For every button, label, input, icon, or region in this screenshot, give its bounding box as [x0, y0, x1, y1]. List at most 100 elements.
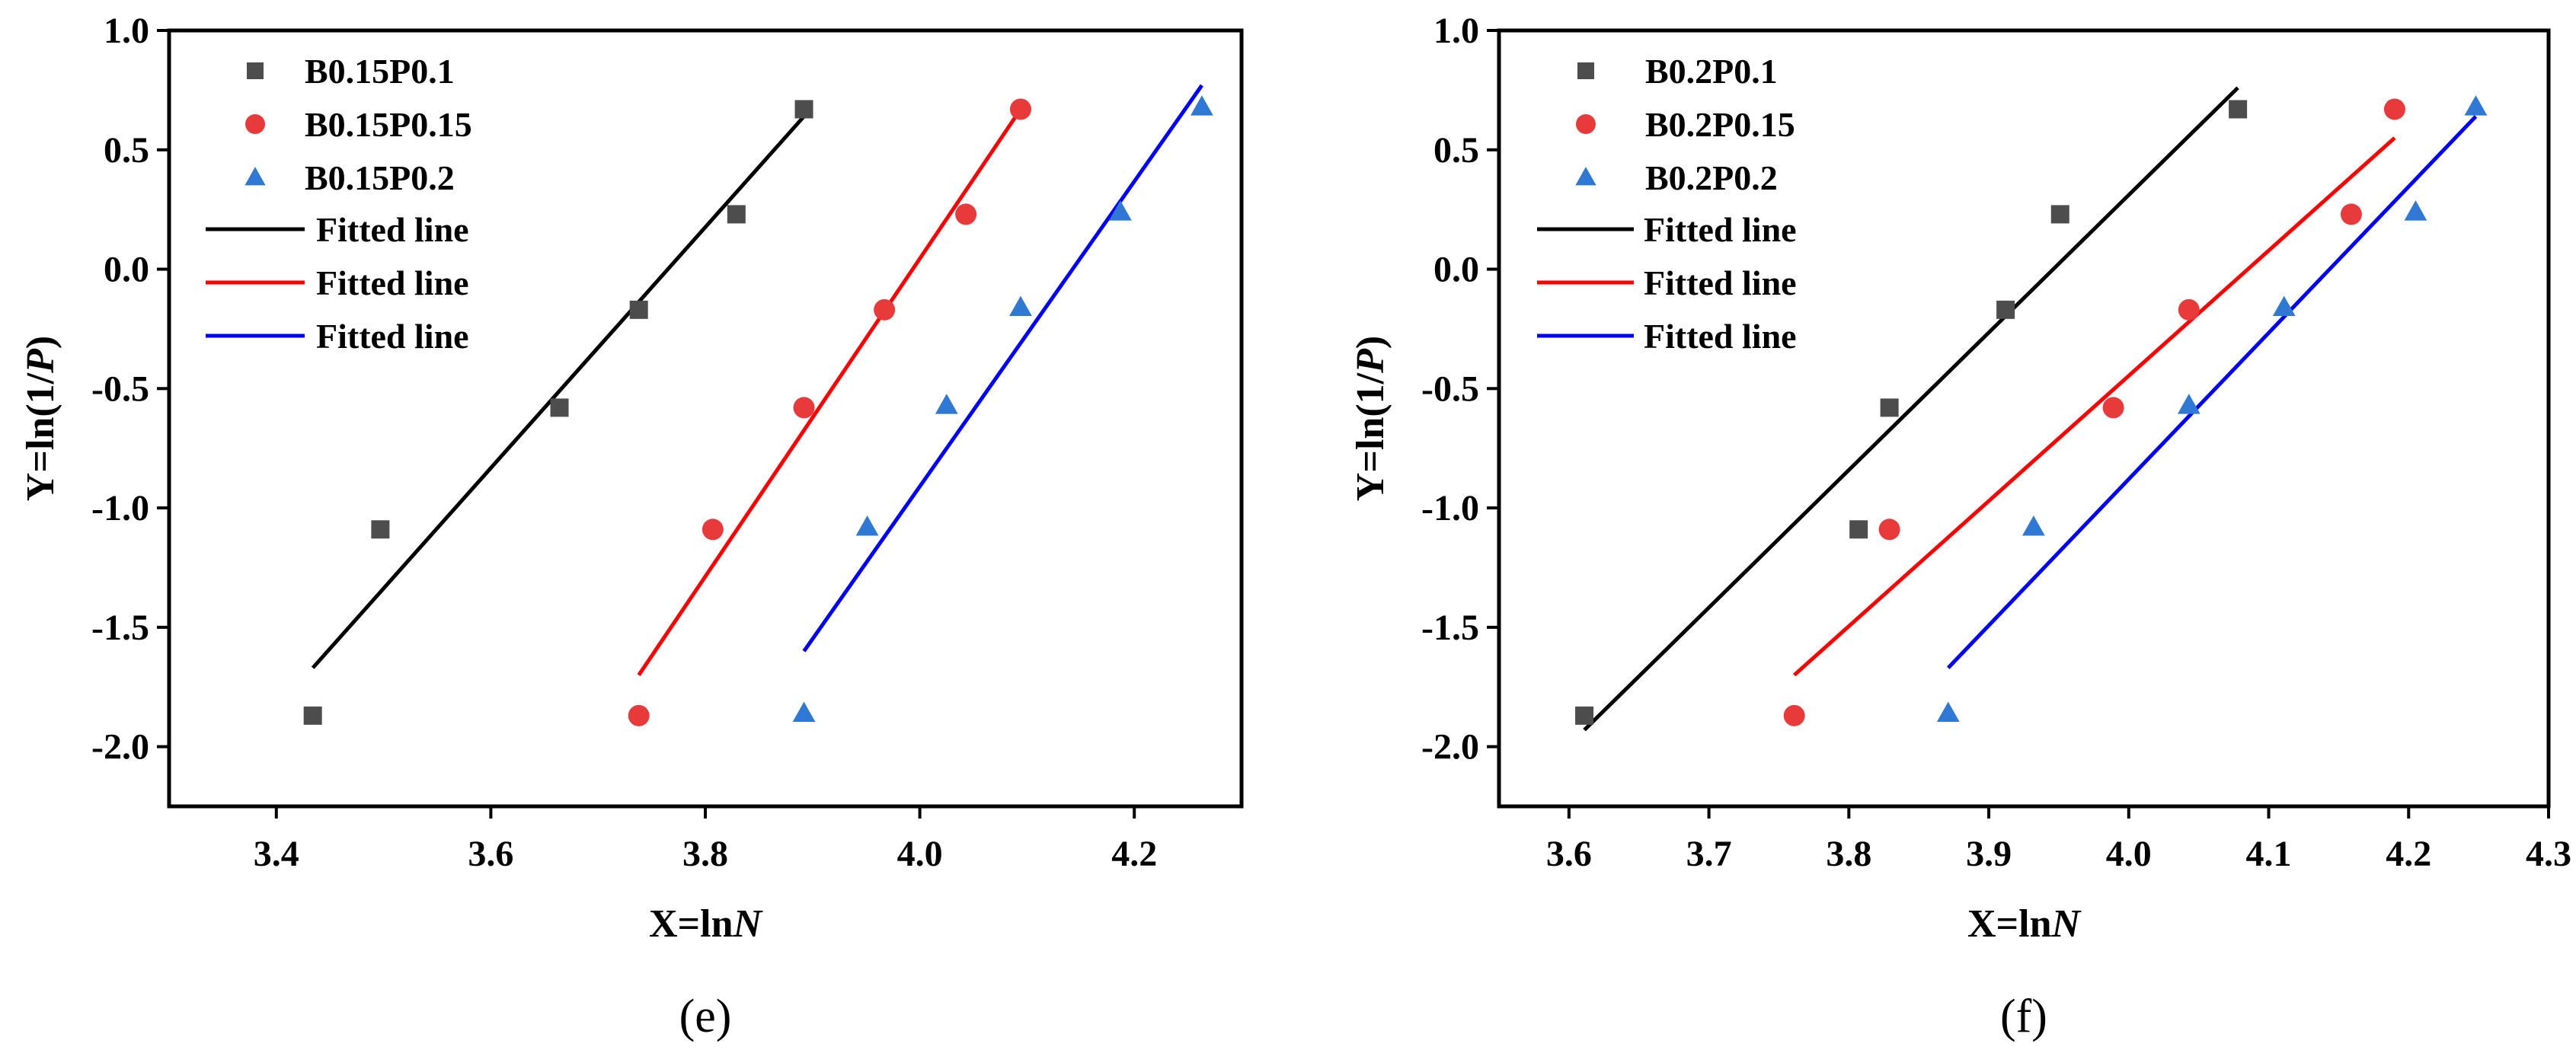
panel-0-series-1-point-3 [874, 298, 896, 321]
panel-1-series-1 [1783, 98, 2405, 726]
panel-1-series-2 [1936, 95, 2488, 723]
panel-1-series-0 [1575, 100, 2248, 725]
panel-0-series-1-point-4 [955, 203, 977, 225]
panel-1-legend-marker-0 [1577, 62, 1594, 79]
panel-0-series-2-point-5 [1191, 95, 1213, 116]
panel-1-xtick-label-0: 3.6 [1546, 834, 1592, 874]
panel-0-fit-line-0 [311, 115, 806, 669]
panel-1-series-1-point-0 [1783, 704, 1805, 726]
panel-0-ytick-label-4: -1.0 [91, 488, 149, 528]
panel-0-legend-marker-1 [245, 114, 265, 134]
panel-0-y-axis-title: Y=ln(1/P) [19, 336, 62, 501]
panel-1-series-2-point-3 [2272, 295, 2296, 317]
panel-1-xtick-label-6: 4.2 [2386, 834, 2431, 874]
panel-1-series-0-point-3 [1996, 300, 2015, 319]
panel-1-ytick-label-1: 0.5 [1433, 130, 1479, 171]
panel-1-legend-marker-2 [1575, 167, 1596, 186]
panel-0-series-0-point-3 [629, 300, 648, 319]
panel-0-xtick-label-0: 3.4 [254, 834, 299, 874]
panel-1-series-2-point-5 [2464, 95, 2488, 116]
panel-0-series-1 [628, 98, 1031, 726]
panel-1-series-0-point-2 [1880, 398, 1899, 417]
panel-1-series-0-point-0 [1575, 706, 1594, 725]
panel-1-xtick-label-4: 4.0 [2106, 834, 2152, 874]
panel-0-ytick-label-1: 0.5 [104, 130, 149, 171]
panel-1-series-1-point-1 [1878, 519, 1900, 541]
panel-1-series-2-point-0 [1936, 701, 1960, 723]
panel-1-y-axis-title-suffix: ) [1349, 336, 1392, 349]
panel-1-fit-line-2 [1946, 115, 2478, 669]
panel-0-y-axis-title-prefix: Y=ln(1/ [19, 372, 62, 501]
panel-0-ytick-label-6: -2.0 [91, 727, 149, 768]
panel-1-fit-line-1 [1793, 136, 2396, 677]
panel-1-y-axis-title: Y=ln(1/P) [1349, 336, 1392, 501]
panel-0-series-0-point-5 [794, 100, 813, 119]
chart-panel-f: 1.0 0.5 0.0 -0.5 -1.0 -1.5 -2.0 3.6 3.7 3.8 3.9 4.0… [1349, 11, 2571, 1042]
panel-0-series-2-point-1 [855, 515, 879, 536]
panel-0-xtick-label-1: 3.6 [468, 834, 513, 874]
panel-1-series-1-point-5 [2383, 98, 2405, 120]
panel-0-fit-line-1 [637, 108, 1023, 676]
panel-0-xtick-label-2: 3.8 [682, 834, 728, 874]
panel-0-ytick-label-0: 1.0 [104, 11, 149, 51]
panel-0-legend: B0.15P0.1 B0.15P0.15 B0.15P0.2 Fitted line F… [206, 52, 472, 356]
panel-0-axis-frame [167, 28, 1244, 809]
panel-1-series-0-point-5 [2229, 100, 2248, 119]
panel-0-series-1-point-0 [628, 704, 650, 726]
panel-1-x-axis-title: X=lnN [1967, 902, 2082, 946]
panel-1-ytick-label-6: -2.0 [1421, 727, 1479, 768]
panel-1-ytick-label-2: 0.0 [1433, 250, 1479, 290]
panel-0-x-axis-title-var: N [733, 902, 764, 946]
panel-1-y-axis-title-prefix: Y=ln(1/ [1349, 372, 1392, 501]
panel-0-legend-line-label-2: Fitted line [316, 317, 469, 356]
panel-0-y-axis-title-var: P [19, 348, 62, 374]
panel-0-legend-label-2: B0.15P0.2 [305, 158, 455, 197]
panel-1-fitted-lines [1583, 86, 2478, 732]
panel-1-xtick-label-1: 3.7 [1686, 834, 1732, 874]
panel-0-panel-label: (e) [679, 991, 732, 1042]
panel-0-series-2 [792, 95, 1213, 723]
panel-1-series-1-point-4 [2340, 203, 2362, 225]
panel-0-legend-label-0: B0.15P0.1 [305, 52, 455, 91]
panel-0-series-2-point-0 [792, 701, 816, 723]
panel-0-x-axis-title: X=lnN [649, 902, 764, 946]
panel-1-legend-label-1: B0.2P0.15 [1645, 105, 1795, 144]
panel-1-legend: B0.2P0.1 B0.2P0.15 B0.2P0.2 Fitted line Fitt… [1537, 52, 1797, 356]
panel-0-series-2-point-2 [935, 394, 958, 414]
panel-1-ytick-label-3: -0.5 [1421, 369, 1479, 409]
panel-0-series-0-point-1 [371, 520, 390, 539]
panel-1-legend-line-label-0: Fitted line [1644, 210, 1797, 249]
panel-0-legend-marker-0 [247, 62, 264, 79]
panel-0-series-0 [303, 100, 813, 725]
panel-0-series-1-point-5 [1009, 98, 1031, 120]
panel-1-legend-line-label-1: Fitted line [1644, 263, 1797, 302]
panel-1-axis-frame [1497, 28, 2551, 809]
panel-0-fitted-lines [311, 84, 1203, 676]
panel-1-legend-label-0: B0.2P0.1 [1645, 52, 1778, 91]
panel-1-series-1-point-2 [2102, 397, 2124, 419]
panel-1-series-1-point-3 [2178, 298, 2200, 321]
panel-0-y-axis-title-suffix: ) [19, 336, 62, 349]
panel-0-ytick-label-2: 0.0 [104, 250, 149, 290]
chart-panel-e: 1.0 0.5 0.0 -0.5 -1.0 -1.5 -2.0 3.4 3.6 3.8 4.0 4.2… [19, 11, 1244, 1042]
panel-1-series-0-point-4 [2050, 205, 2069, 224]
panel-1-legend-label-2: B0.2P0.2 [1645, 158, 1778, 197]
panel-0-fit-line-2 [802, 84, 1203, 653]
panel-0-legend-line-label-0: Fitted line [316, 210, 469, 249]
panel-1-legend-line-label-2: Fitted line [1644, 317, 1797, 356]
panel-1-y-axis-title-var: P [1349, 348, 1392, 374]
panel-1-xtick-label-5: 4.1 [2246, 834, 2292, 874]
panel-1-panel-label: (f) [2000, 991, 2047, 1042]
panel-1-fit-line-0 [1583, 86, 2239, 732]
panel-1-xtick-label-2: 3.8 [1826, 834, 1871, 874]
panel-1-ytick-label-4: -1.0 [1421, 488, 1479, 528]
panel-1-legend-marker-1 [1576, 114, 1596, 134]
panel-1-series-2-point-4 [2404, 200, 2427, 221]
panel-0-series-2-point-3 [1009, 295, 1032, 317]
panel-1-x-axis-title-var: N [2051, 902, 2082, 946]
panel-1-ytick-label-5: -1.5 [1421, 608, 1479, 648]
panel-1-series-2-point-2 [2177, 394, 2200, 414]
panel-0-xtick-label-4: 4.2 [1111, 834, 1157, 874]
panel-0-series-1-point-1 [702, 519, 724, 541]
